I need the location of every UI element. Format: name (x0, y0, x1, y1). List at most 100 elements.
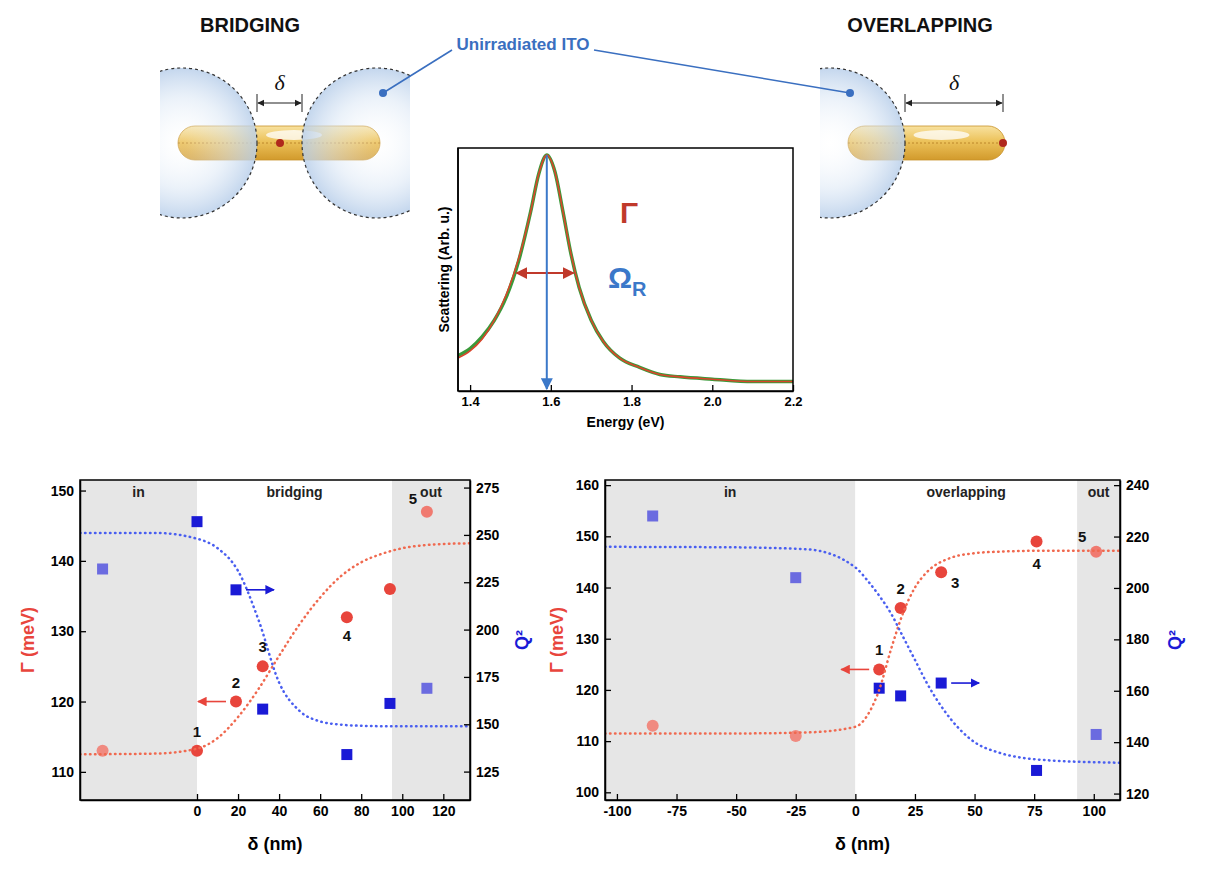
tick-label: 110 (51, 764, 74, 780)
tick-label: 150 (51, 483, 75, 499)
gap-label: δ (274, 70, 285, 95)
point-label: 3 (259, 638, 267, 655)
tick-label: 1.8 (623, 394, 641, 409)
tick-mark (551, 385, 552, 391)
center-dot (276, 139, 284, 147)
tick-label: -50 (727, 803, 747, 819)
gap-label: δ (949, 70, 960, 95)
tick-mark (464, 535, 470, 536)
tick-mark (736, 794, 737, 800)
tick: -50 (727, 794, 747, 819)
tick-mark (464, 629, 470, 630)
width-arrow (517, 272, 574, 274)
tick: 150 (51, 483, 86, 499)
tick-mark (676, 794, 677, 800)
tick-mark (464, 582, 470, 583)
tick-mark (605, 639, 611, 640)
region-label: overlapping (927, 484, 1006, 500)
point (873, 663, 885, 675)
tick: 140 (576, 580, 611, 596)
tick-mark (464, 677, 470, 678)
tick-mark (1114, 536, 1120, 537)
tick-mark (1034, 794, 1035, 800)
y-axis-title: Γ (meV) (547, 607, 567, 673)
tick-mark (605, 690, 611, 691)
region-label: bridging (267, 484, 323, 500)
tick: 130 (51, 623, 86, 639)
tick-label: 25 (908, 803, 924, 819)
tick: 60 (313, 794, 329, 819)
gap-arrow (906, 102, 1002, 103)
point-label: 3 (951, 574, 959, 591)
tick-mark (238, 794, 239, 800)
tick-label: 130 (51, 623, 75, 639)
point (1031, 535, 1043, 547)
callout-line (383, 50, 452, 93)
tick: 140 (1114, 734, 1150, 750)
chart-texts: inbridgingout12345δ (nm)Γ (meV)Q² (18, 484, 532, 854)
tick-mark (197, 794, 198, 800)
callout-label: Unirradiated ITO (457, 35, 590, 54)
chart-texts: inoverlappingout12345δ (nm)Γ (meV)Q² (547, 484, 1185, 854)
tick: 100 (576, 784, 611, 800)
callout: Unirradiated ITO (379, 35, 854, 97)
point-label: 5 (1078, 528, 1086, 545)
point (231, 584, 242, 595)
tick: 180 (1114, 631, 1150, 647)
gap-arrow (258, 102, 301, 103)
tick-mark (1114, 742, 1120, 743)
tick-label: 120 (51, 694, 75, 710)
x-axis-title: δ (nm) (248, 834, 303, 854)
tick-mark (1114, 793, 1120, 794)
tick: 100 (391, 794, 415, 819)
x-axis: 1.41.61.82.02.2 (459, 385, 803, 409)
tick-mark (320, 794, 321, 800)
tick: 160 (576, 477, 611, 493)
y2-axis: 125150175200225250275 (464, 480, 500, 801)
callout-line (594, 50, 850, 93)
tick-label: 120 (576, 682, 600, 698)
figure: δBRIDGINGδOVERLAPPINGUnirradiated ITOΓΩR… (0, 0, 1226, 869)
tick: 160 (1114, 683, 1150, 699)
tick-label: 120 (432, 803, 456, 819)
tick: 120 (51, 694, 86, 710)
point (384, 698, 395, 709)
point (1031, 765, 1042, 776)
tick-mark (80, 701, 86, 702)
point-label: 5 (409, 490, 417, 507)
gap-tick (302, 94, 303, 112)
x-axis-title: δ (nm) (835, 834, 890, 854)
tick-mark (402, 794, 403, 800)
tick-label: 200 (1126, 580, 1150, 596)
chart: inoverlappingout12345δ (nm)Γ (meV)Q²-100… (547, 477, 1185, 854)
plot-area (458, 155, 793, 381)
y2-axis-title: Q² (512, 630, 532, 650)
ito-circle (302, 68, 410, 218)
plot-area (80, 480, 470, 800)
point (97, 563, 108, 574)
panel-title: BRIDGING (200, 14, 300, 36)
axis-arrow (841, 669, 869, 671)
tick-label: 0 (194, 803, 202, 819)
point-label: 4 (1032, 555, 1041, 572)
tick-label: 140 (576, 580, 600, 596)
region (605, 480, 855, 800)
tick-label: 240 (1126, 477, 1150, 493)
tick: 150 (576, 528, 611, 544)
point (421, 683, 432, 694)
point (341, 611, 353, 623)
tick-mark (470, 385, 471, 391)
chart: inbridgingout12345δ (nm)Γ (meV)Q²0204060… (18, 480, 532, 854)
ito-circle (160, 68, 257, 218)
point (647, 720, 659, 732)
tick-label: 160 (576, 477, 600, 493)
tick-mark (631, 385, 632, 391)
annotation-text: Ω (608, 261, 632, 294)
x-axis: 020406080100120 (81, 794, 471, 819)
region-label: out (1088, 484, 1110, 500)
tick-label: 2.2 (784, 394, 802, 409)
point (341, 749, 352, 760)
tick: 120 (432, 794, 456, 819)
series-line (605, 551, 1120, 734)
tick-label: 60 (313, 803, 329, 819)
